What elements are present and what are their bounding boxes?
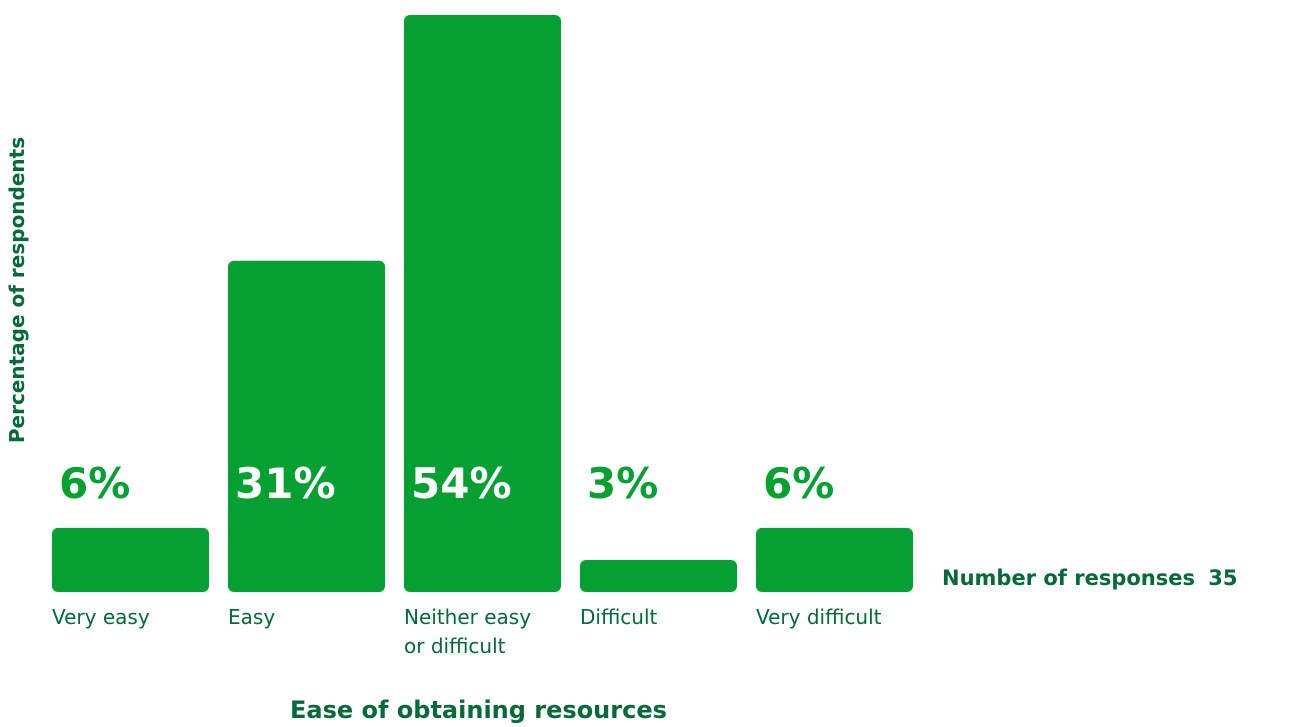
y-axis-label-container: Percentage of respondents (0, 0, 34, 727)
x-axis-label: Ease of obtaining resources (290, 696, 667, 724)
bar-2 (404, 15, 561, 592)
value-label-4: 6% (763, 459, 834, 508)
value-label-3: 3% (587, 459, 658, 508)
category-label-1: Easy (228, 605, 275, 629)
category-label-3: Difficult (580, 605, 658, 629)
bar-4 (756, 527, 913, 592)
y-axis-label: Percentage of respondents (5, 136, 29, 444)
category-label-line: Very easy (52, 605, 150, 629)
responses-label: Number of responses (942, 566, 1195, 590)
responses-value: 35 (1208, 566, 1238, 590)
value-label-1: 31% (235, 459, 336, 508)
category-label-line: or difficult (404, 634, 506, 658)
category-label-line: Neither easy (404, 605, 531, 629)
category-label-0: Very easy (52, 605, 150, 629)
responses-count: Number of responses 35 (942, 566, 1238, 590)
bar-3 (580, 559, 737, 592)
category-label-2: Neither easy or difficult (404, 605, 531, 658)
bar-1 (228, 260, 385, 592)
category-label-line: Easy (228, 605, 275, 629)
category-label-4: Very difficult (756, 605, 882, 629)
category-label-line: Very difficult (756, 605, 882, 629)
value-label-2: 54% (411, 459, 512, 508)
category-label-line: Difficult (580, 605, 658, 629)
bar-0 (52, 527, 209, 592)
value-label-0: 6% (59, 459, 130, 508)
